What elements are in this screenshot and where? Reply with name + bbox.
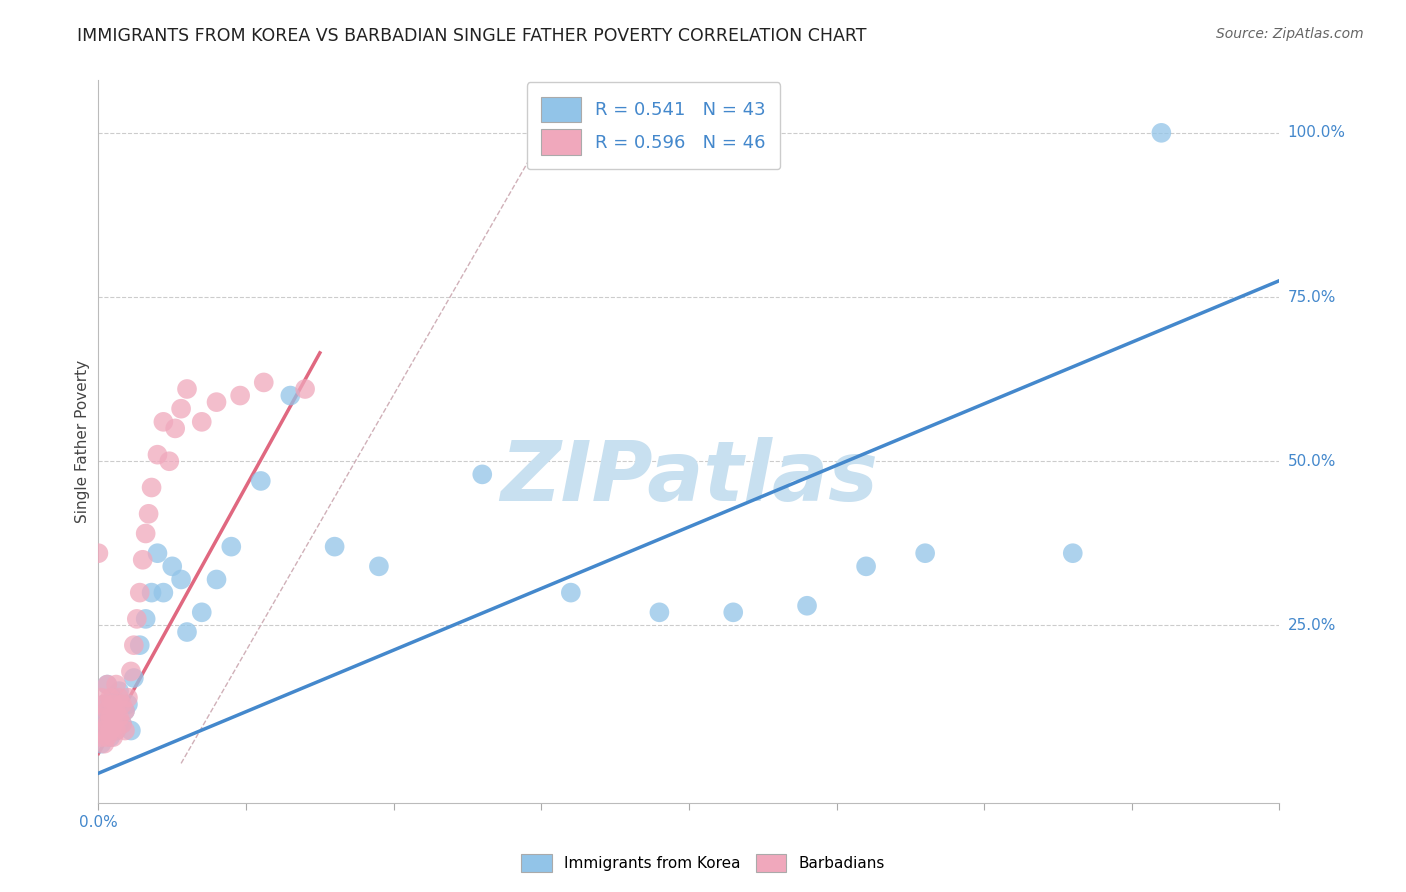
Point: [93, 723, 115, 738]
Point: [152, 585, 174, 599]
Point: [114, 704, 136, 718]
Point: [96, 717, 118, 731]
Point: [98, 730, 121, 744]
Text: Source: ZipAtlas.com: Source: ZipAtlas.com: [1216, 27, 1364, 41]
Point: [560, 585, 582, 599]
Point: [253, 376, 276, 390]
Text: 75.0%: 75.0%: [1288, 290, 1336, 304]
Point: [93, 737, 115, 751]
Point: [368, 559, 391, 574]
Point: [205, 395, 228, 409]
Legend: R = 0.541   N = 43, R = 0.596   N = 46: R = 0.541 N = 43, R = 0.596 N = 46: [527, 82, 780, 169]
Point: [105, 723, 128, 738]
Point: [141, 481, 163, 495]
Text: 100.0%: 100.0%: [1288, 126, 1346, 140]
Point: [103, 730, 125, 744]
Point: [157, 454, 180, 468]
Point: [90, 737, 112, 751]
Point: [250, 474, 273, 488]
Point: [914, 546, 936, 560]
Point: [90, 690, 112, 705]
Point: [165, 421, 187, 435]
Point: [93, 723, 115, 738]
Point: [176, 625, 198, 640]
Point: [96, 730, 118, 744]
Point: [105, 677, 128, 691]
Point: [648, 605, 671, 619]
Point: [96, 710, 118, 724]
Text: IMMIGRANTS FROM KOREA VS BARBADIAN SINGLE FATHER POVERTY CORRELATION CHART: IMMIGRANTS FROM KOREA VS BARBADIAN SINGL…: [77, 27, 868, 45]
Point: [111, 698, 134, 712]
Text: ZIPatlas: ZIPatlas: [501, 437, 877, 518]
Point: [146, 448, 169, 462]
Point: [1150, 126, 1173, 140]
Point: [90, 710, 112, 724]
Point: [135, 526, 157, 541]
Y-axis label: Single Father Poverty: Single Father Poverty: [75, 360, 90, 523]
Point: [176, 382, 198, 396]
Point: [108, 684, 131, 698]
Point: [93, 698, 115, 712]
Text: 50.0%: 50.0%: [1288, 454, 1336, 468]
Point: [323, 540, 346, 554]
Point: [221, 540, 243, 554]
Point: [120, 723, 142, 738]
Point: [122, 671, 145, 685]
Point: [96, 677, 118, 691]
Point: [103, 717, 125, 731]
Point: [98, 690, 121, 705]
Text: 25.0%: 25.0%: [1288, 618, 1336, 633]
Point: [114, 723, 136, 738]
Point: [117, 698, 139, 712]
Point: [117, 690, 139, 705]
Point: [162, 559, 183, 574]
Point: [191, 605, 214, 619]
Point: [125, 612, 148, 626]
Point: [90, 717, 112, 731]
Point: [796, 599, 818, 613]
Point: [120, 665, 142, 679]
Point: [103, 698, 125, 712]
Point: [471, 467, 494, 482]
Point: [170, 573, 193, 587]
Point: [103, 690, 125, 705]
Point: [205, 573, 228, 587]
Point: [103, 717, 125, 731]
Point: [128, 585, 150, 599]
Point: [152, 415, 174, 429]
Point: [93, 698, 115, 712]
Point: [105, 704, 128, 718]
Point: [132, 553, 155, 567]
Point: [280, 388, 302, 402]
Point: [191, 415, 214, 429]
Point: [108, 710, 131, 724]
Point: [294, 382, 316, 396]
Point: [108, 717, 131, 731]
Point: [98, 704, 121, 718]
Point: [98, 723, 121, 738]
Point: [87, 546, 110, 560]
Point: [146, 546, 169, 560]
Point: [108, 690, 131, 705]
Point: [111, 717, 134, 731]
Point: [105, 723, 128, 738]
Point: [723, 605, 745, 619]
Point: [855, 559, 877, 574]
Point: [105, 704, 128, 718]
Legend: Immigrants from Korea, Barbadians: Immigrants from Korea, Barbadians: [513, 846, 893, 880]
Point: [1062, 546, 1084, 560]
Point: [90, 730, 112, 744]
Point: [98, 710, 121, 724]
Point: [128, 638, 150, 652]
Point: [170, 401, 193, 416]
Point: [111, 717, 134, 731]
Point: [135, 612, 157, 626]
Point: [122, 638, 145, 652]
Point: [96, 677, 118, 691]
Point: [141, 585, 163, 599]
Point: [114, 704, 136, 718]
Point: [96, 704, 118, 718]
Point: [229, 388, 252, 402]
Point: [138, 507, 160, 521]
